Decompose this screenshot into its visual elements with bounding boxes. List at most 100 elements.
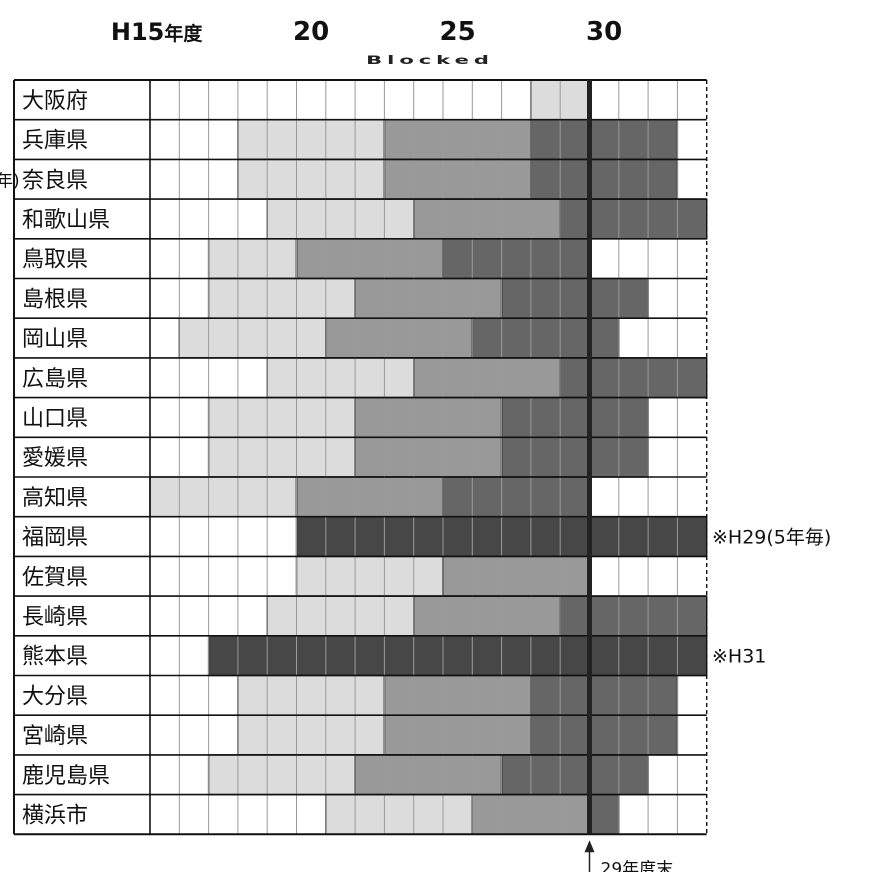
- schedule-cell: [296, 596, 326, 636]
- schedule-cell: [355, 556, 385, 597]
- schedule-cell: [208, 278, 238, 319]
- schedule-cell: [443, 318, 473, 358]
- schedule-cell: [560, 715, 590, 755]
- schedule-cell: [413, 159, 443, 200]
- schedule-cell: [443, 675, 473, 716]
- schedule-cell: [384, 516, 414, 557]
- schedule-cell: [296, 675, 326, 716]
- schedule-cell: [443, 357, 473, 398]
- schedule-cell: [560, 596, 590, 636]
- schedule-cell: [472, 635, 502, 676]
- schedule-cell: [355, 318, 385, 358]
- schedule-cell: [413, 437, 443, 477]
- schedule-cell: [355, 635, 385, 676]
- prefecture-label: 長崎県: [22, 605, 88, 630]
- schedule-cell: [355, 119, 385, 160]
- schedule-cell: [589, 437, 619, 477]
- schedule-cell: [648, 199, 678, 239]
- schedule-cell: [589, 199, 619, 239]
- schedule-cell: [237, 278, 268, 319]
- schedule-cell: [677, 516, 707, 557]
- schedule-cell: [208, 397, 238, 438]
- year-tick-suffix: 年度: [164, 22, 203, 45]
- schedule-cell: [443, 437, 473, 477]
- schedule-cell: [296, 159, 326, 200]
- schedule-cell: [530, 715, 561, 755]
- prefecture-label: 熊本県: [22, 645, 88, 670]
- schedule-cell: [413, 278, 443, 319]
- schedule-cell: [384, 715, 414, 755]
- schedule-cell: [530, 437, 561, 477]
- schedule-cell: [530, 278, 561, 319]
- schedule-cell: [560, 437, 590, 477]
- schedule-cell: [560, 159, 590, 200]
- schedule-cell: [355, 715, 385, 755]
- schedule-cell: [413, 794, 443, 835]
- schedule-cell: [443, 397, 473, 438]
- schedule-cell: [267, 397, 297, 438]
- schedule-cell: [413, 357, 443, 398]
- schedule-cell: [530, 80, 561, 120]
- schedule-cell: [296, 318, 326, 358]
- schedule-cell: [355, 397, 385, 438]
- schedule-cell: [355, 199, 385, 239]
- schedule-cell: [384, 119, 414, 160]
- schedule-cell: [325, 794, 356, 835]
- schedule-cell: [472, 397, 502, 438]
- schedule-cell: [618, 357, 649, 398]
- schedule-cell: [589, 516, 619, 557]
- schedule-cell: [443, 516, 473, 557]
- prefecture-label: 佐賀県: [22, 565, 88, 590]
- schedule-cell: [355, 596, 385, 636]
- schedule-cell: [501, 516, 531, 557]
- schedule-cell: [472, 318, 502, 358]
- year-tick-label: H15年度: [111, 18, 203, 46]
- schedule-cell: [325, 635, 356, 676]
- schedule-cell: [560, 516, 590, 557]
- schedule-cell: [267, 437, 297, 477]
- schedule-cell: [589, 357, 619, 398]
- schedule-cell: [384, 754, 414, 795]
- schedule-cell: [384, 477, 414, 517]
- schedule-cell: [589, 119, 619, 160]
- schedule-cell: [384, 278, 414, 319]
- schedule-cell: [325, 556, 356, 597]
- schedule-cell: [267, 715, 297, 755]
- schedule-cell: [589, 278, 619, 319]
- schedule-cell: [560, 119, 590, 160]
- schedule-cell: [296, 278, 326, 319]
- schedule-cell: [296, 397, 326, 438]
- schedule-cell: [267, 635, 297, 676]
- schedule-cell: [677, 357, 707, 398]
- schedule-cell: [208, 635, 238, 676]
- schedule-cell: [501, 715, 531, 755]
- schedule-cell: [472, 238, 502, 279]
- schedule-cell: [560, 357, 590, 398]
- schedule-cell: [296, 238, 326, 279]
- schedule-cell: [589, 754, 619, 795]
- schedule-cell: [472, 556, 502, 597]
- schedule-cell: [530, 159, 561, 200]
- schedule-cell: [618, 715, 649, 755]
- schedule-cell: [325, 477, 356, 517]
- schedule-cell: [355, 357, 385, 398]
- schedule-cell: [384, 318, 414, 358]
- schedule-cell: [443, 556, 473, 597]
- schedule-cell: [237, 754, 268, 795]
- schedule-cell: [208, 318, 238, 358]
- schedule-cell: [589, 159, 619, 200]
- schedule-cell: [208, 754, 238, 795]
- schedule-cell: [560, 278, 590, 319]
- schedule-cell: [530, 477, 561, 517]
- schedule-cell: [384, 556, 414, 597]
- schedule-cell: [501, 794, 531, 835]
- schedule-cell: [237, 477, 268, 517]
- schedule-cell: [325, 675, 356, 716]
- schedule-cell: [589, 397, 619, 438]
- schedule-cell: [618, 675, 649, 716]
- schedule-cell: [267, 596, 297, 636]
- prefecture-label: 愛媛県: [22, 446, 88, 471]
- prefecture-label: 鳥取県: [22, 248, 88, 273]
- schedule-cell: [443, 715, 473, 755]
